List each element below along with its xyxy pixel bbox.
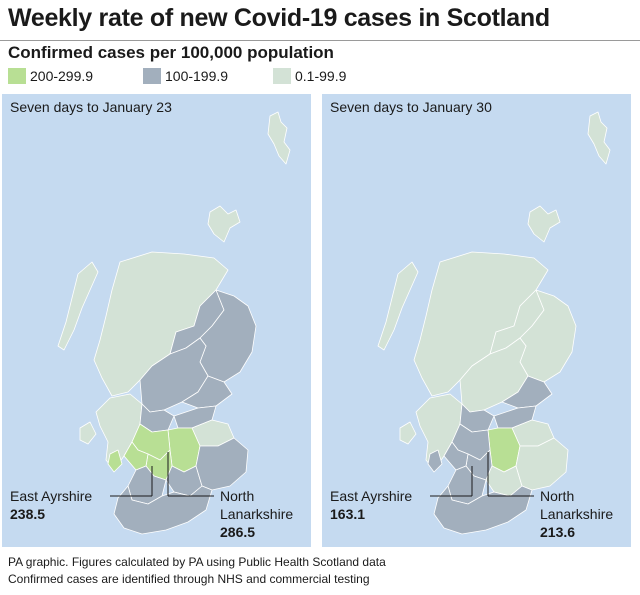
scotland-map-jan-30 [377,111,611,535]
footer-note: Confirmed cases are identified through N… [8,572,370,586]
western-isles [377,261,419,351]
east-ayrshire-label: East Ayrshire [10,488,93,504]
panel-title-jan-30: Seven days to January 30 [330,99,492,115]
scotland-map-jan-23 [57,111,291,535]
western-isles [57,261,99,351]
shetland-islands [587,111,611,165]
north-lanarkshire-label-line2: Lanarkshire [220,506,294,522]
panel-title-jan-23: Seven days to January 23 [10,99,172,115]
legend-label-high: 200-299.9 [30,68,94,84]
legend-item-high: 200-299.9 [8,68,93,84]
legend-item-low: 0.1-99.9 [273,68,346,84]
orkney-islands [207,205,241,243]
title-divider [0,40,640,41]
arran [427,449,443,473]
north-lanarkshire-value: 213.6 [540,524,576,540]
scottish-borders [515,437,569,491]
footer-source: PA graphic. Figures calculated by PA usi… [8,555,386,569]
legend-item-mid: 100-199.9 [143,68,228,84]
arran [107,449,123,473]
east-ayrshire-value: 238.5 [10,506,46,522]
islay [79,421,97,445]
legend-swatch-high [8,68,26,84]
shetland-islands [267,111,291,165]
page-subtitle: Confirmed cases per 100,000 population [8,43,334,62]
north-lanarkshire-label-line1: North [220,488,255,504]
legend-swatch-mid [143,68,161,84]
map-panel-jan-30: Seven days to January 30 East Ayrshire 1… [322,94,631,547]
legend-swatch-low [273,68,291,84]
east-ayrshire-value: 163.1 [330,506,366,522]
islay [399,421,417,445]
dumfries-and-galloway [433,485,533,535]
north-lanarkshire-label-line1: North [540,488,575,504]
legend-label-mid: 100-199.9 [165,68,229,84]
north-lanarkshire [487,427,521,473]
dumfries-and-galloway [113,485,213,535]
scottish-borders [195,437,249,491]
north-lanarkshire-value: 286.5 [220,524,256,540]
legend-label-low: 0.1-99.9 [295,68,347,84]
north-lanarkshire [167,427,201,473]
page-title: Weekly rate of new Covid-19 cases in Sco… [8,4,550,32]
orkney-islands [527,205,561,243]
legend: 200-299.9 100-199.9 0.1-99.9 [8,68,640,88]
north-lanarkshire-label-line2: Lanarkshire [540,506,614,522]
east-ayrshire-label: East Ayrshire [330,488,413,504]
map-panel-jan-23: Seven days to January 23 East Ayrshire 2… [2,94,311,547]
